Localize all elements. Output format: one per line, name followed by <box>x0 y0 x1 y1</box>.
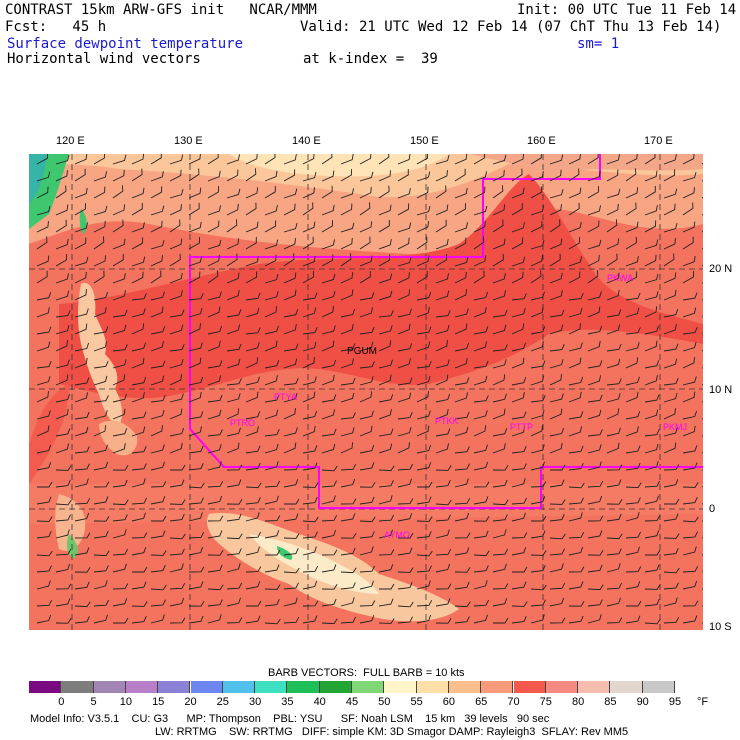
colorbar-label: 70 <box>507 696 520 708</box>
colorbar-label: 60 <box>442 696 456 708</box>
colorbar-label: 40 <box>313 696 326 708</box>
forecast-hour: Fcst: 45 h <box>5 19 107 35</box>
station-label: PKWA <box>607 273 634 283</box>
station-label: PGUM <box>347 346 377 357</box>
lon-label-130e: 130 E <box>174 135 203 147</box>
land-philippines <box>78 283 122 426</box>
colorbar-swatch <box>513 681 546 693</box>
lat-label-0: 0 <box>709 503 716 515</box>
colorbar-label: 45 <box>345 696 359 708</box>
barb-vector-note: BARB VECTORS: FULL BARB = 10 kts <box>268 667 465 679</box>
colorbar-swatch <box>190 681 223 693</box>
colorbar-swatch <box>93 681 126 693</box>
colorbar-swatch <box>545 681 579 693</box>
model-title: CONTRAST 15km ARW-GFS init NCAR/MMM <box>5 2 317 18</box>
colorbar-label: 50 <box>378 696 391 708</box>
station-label: PTRO <box>230 418 256 428</box>
field-title-dewpoint: Surface dewpoint temperature <box>7 36 244 52</box>
model-info-line1: Model Info: V3.5.1 CU: G3 MP: Thompson P… <box>30 713 550 725</box>
graticule <box>29 154 703 630</box>
smoothing-label: sm= 1 <box>577 36 620 52</box>
colorbar-label: 80 <box>571 696 585 708</box>
colorbar-label: 0 <box>58 696 65 708</box>
field-title-wind: Horizontal wind vectors <box>7 51 201 67</box>
colorbar-label: 10 <box>119 696 133 708</box>
colorbar-unit: °F <box>697 696 709 708</box>
colorbar-swatch <box>481 681 514 693</box>
colorbar-swatch <box>610 681 643 693</box>
colorbar-label: 90 <box>636 696 649 708</box>
colorbar-label: 65 <box>475 696 488 708</box>
colorbar-label: 55 <box>410 696 423 708</box>
colorbar-swatch <box>578 681 611 693</box>
colorbar-label: 25 <box>216 696 229 708</box>
lon-label-160e: 160 E <box>527 135 556 147</box>
lat-label-10n: 10 N <box>709 384 733 396</box>
lon-label-150e: 150 E <box>410 135 439 147</box>
eez-boundary <box>189 154 703 509</box>
model-info-line2: LW: RRTMG SW: RRTMG DIFF: simple KM: 3D … <box>155 726 629 738</box>
colorbar-swatch <box>448 681 482 693</box>
colorbar-label: 85 <box>604 696 617 708</box>
north-pale-patch <box>229 154 449 177</box>
wind-barbs <box>36 154 703 625</box>
valid-time: Valid: 21 UTC Wed 12 Feb 14 (07 ChT Thu … <box>300 19 722 35</box>
colorbar-label: 30 <box>248 696 262 708</box>
colorbar-label: 35 <box>281 696 294 708</box>
lat-label-20n: 20 N <box>709 263 733 275</box>
colorbar-swatch <box>416 681 449 693</box>
station-label: PTYA <box>274 392 297 402</box>
colorbar-label: 20 <box>184 696 197 708</box>
land-taiwan <box>79 209 87 234</box>
station-label: PTTP <box>510 422 534 432</box>
colorbar-swatch <box>61 681 94 693</box>
init-time: Init: 00 UTC Tue 11 Feb 14 <box>517 2 737 18</box>
station-label: AYMO <box>384 530 410 540</box>
colorbar-swatch <box>158 681 191 693</box>
station-label: PKMJ <box>663 422 688 432</box>
station-label: PTKK <box>435 416 459 426</box>
colorbar-swatch <box>125 681 159 693</box>
colorbar-swatch <box>287 681 320 693</box>
lat-label-10s: 10 S <box>709 621 732 633</box>
colorbar-swatch <box>384 681 417 693</box>
lon-label-120e: 120 E <box>56 135 85 147</box>
colorbar-label: 95 <box>668 696 682 708</box>
colorbar-swatch <box>642 681 675 693</box>
colorbar-swatch <box>319 681 352 693</box>
colorbar-label: 15 <box>152 696 165 708</box>
colorbar-label: 75 <box>539 696 552 708</box>
lon-label-170e: 170 E <box>644 135 673 147</box>
dewpoint-map: PGUM PTYA PTRO PTKK PTTP PKWA PKMJ AYMO <box>29 154 703 630</box>
colorbar-swatch <box>352 681 385 693</box>
colorbar-swatch <box>255 681 288 693</box>
colorbar-swatch <box>222 681 256 693</box>
k-index-label: at k-index = 39 <box>303 51 438 67</box>
colorbar-swatch <box>29 681 62 693</box>
colorbar-label: 5 <box>90 696 97 708</box>
lon-label-140e: 140 E <box>292 135 321 147</box>
